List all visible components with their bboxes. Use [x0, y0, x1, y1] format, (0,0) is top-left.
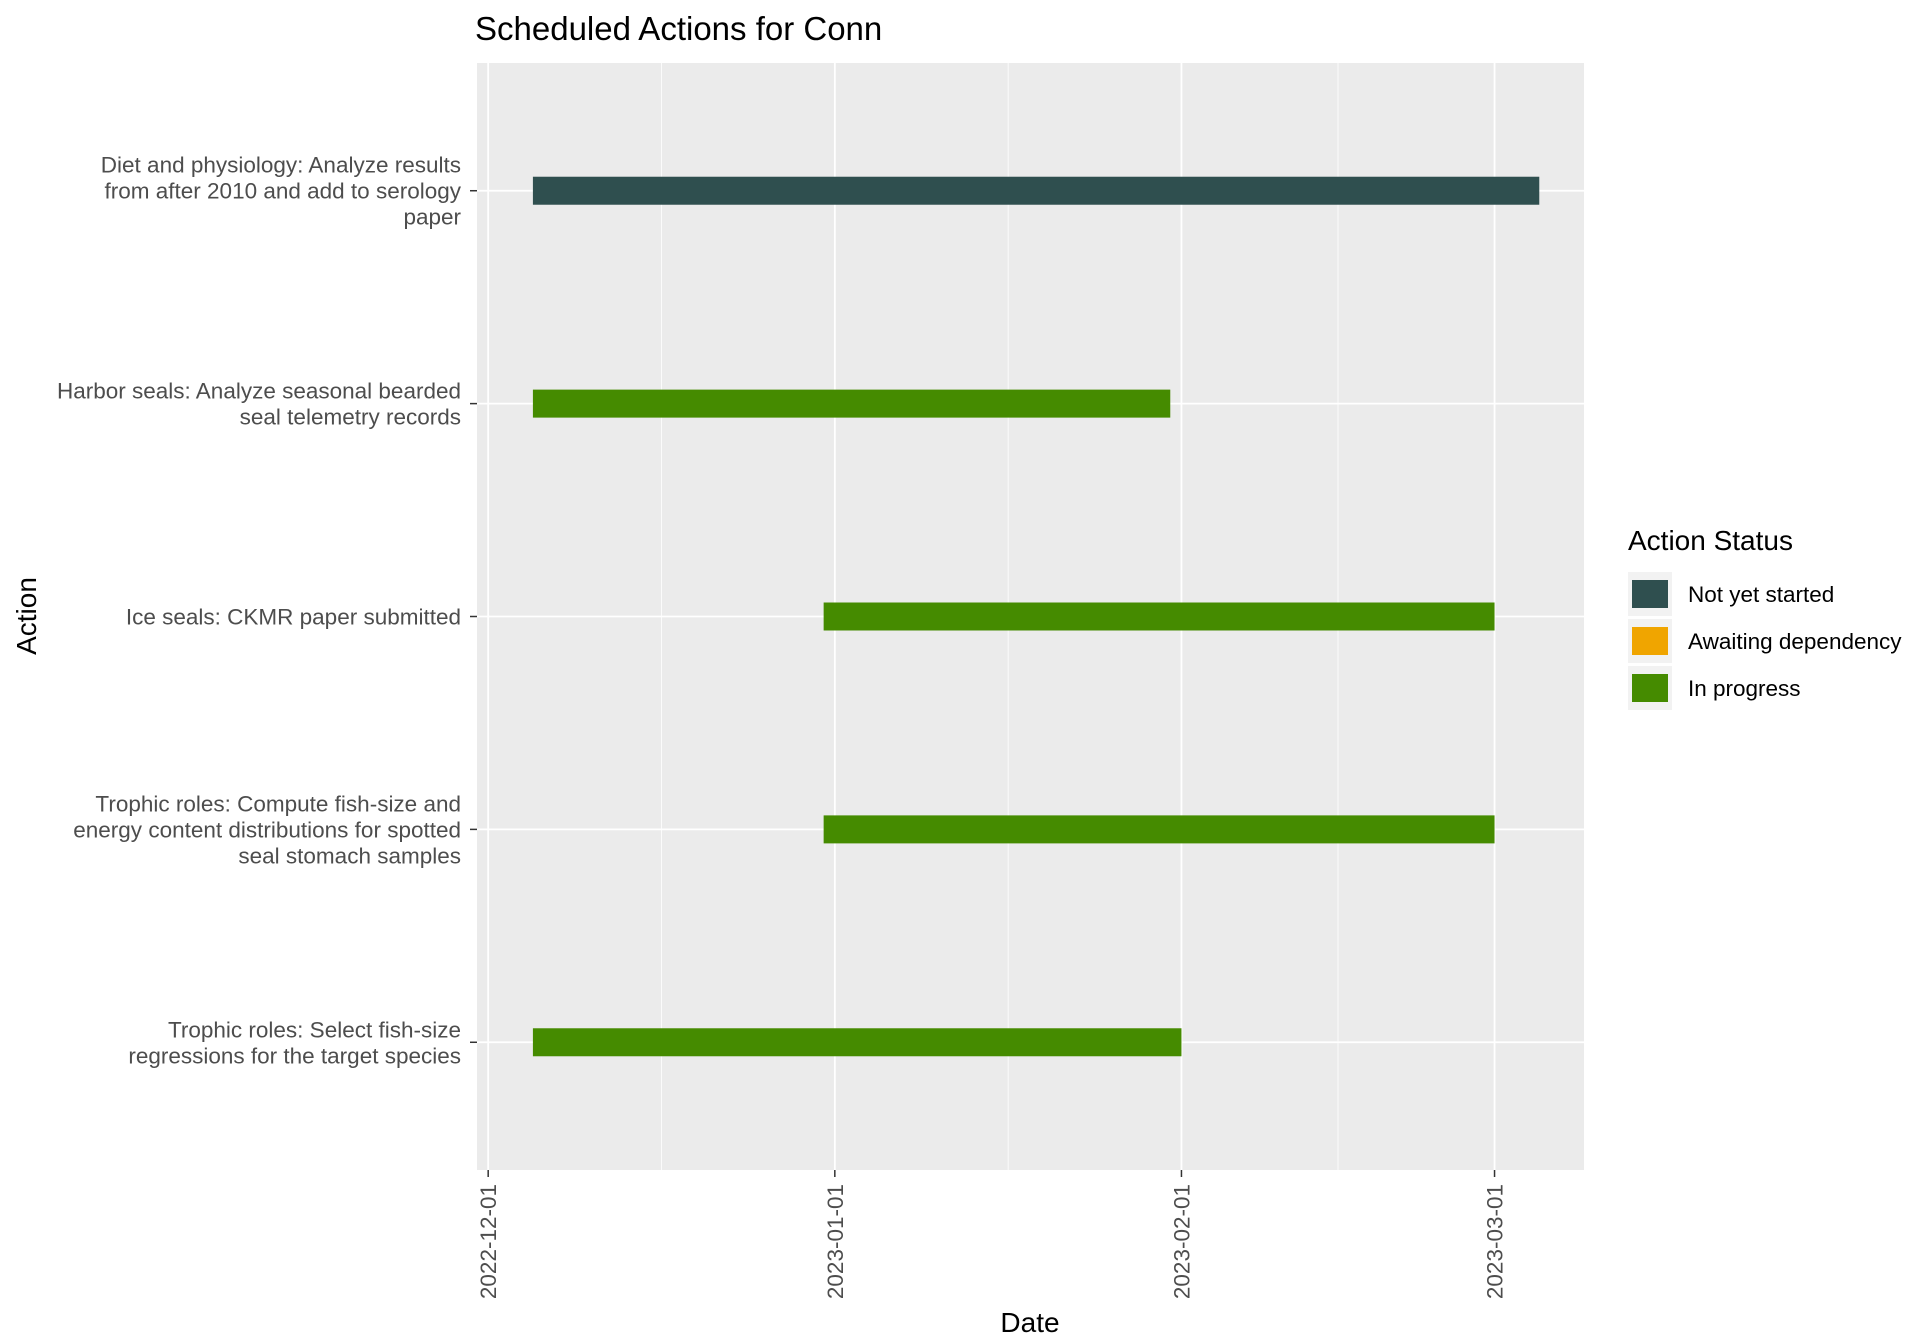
y-axis-title: Action — [11, 577, 42, 655]
x-axis: 2022-12-01 2023-01-01 2023-02-01 2023-03-01 — [476, 1170, 1508, 1299]
legend-label: Not yet started — [1688, 582, 1834, 607]
y-tick-label-line: Trophic roles: Compute fish-size and — [95, 791, 461, 816]
legend-label: Awaiting dependency — [1688, 629, 1902, 654]
y-tick-label-line: Diet and physiology: Analyze results — [101, 153, 461, 178]
y-tick-label-line: Harbor seals: Analyze seasonal bearded — [57, 379, 461, 404]
y-tick-label-line: Ice seals: CKMR paper submitted — [126, 605, 461, 630]
y-tick-label: Harbor seals: Analyze seasonal bearded se… — [57, 379, 461, 430]
legend-swatch — [1632, 674, 1668, 702]
y-tick-label-line: seal telemetry records — [240, 405, 461, 430]
task-bar — [532, 1028, 1182, 1057]
x-tick-label: 2023-02-01 — [1169, 1184, 1194, 1299]
legend-swatch — [1632, 580, 1668, 608]
y-tick-label: Trophic roles: Compute fish-size and ener… — [73, 791, 461, 868]
x-tick-label: 2022-12-01 — [476, 1184, 501, 1299]
y-tick-label-line: seal stomach samples — [238, 843, 461, 868]
y-tick-label-line: Trophic roles: Select fish-size — [168, 1017, 461, 1042]
legend-label: In progress — [1688, 676, 1801, 701]
y-tick-label-line: paper — [403, 205, 461, 230]
legend-title: Action Status — [1628, 525, 1793, 556]
y-tick-label: Trophic roles: Select fish-size regressio… — [128, 1017, 461, 1068]
task-bar — [532, 176, 1540, 205]
task-bar — [823, 815, 1495, 844]
x-tick-label: 2023-01-01 — [823, 1184, 848, 1299]
y-tick-label: Ice seals: CKMR paper submitted — [126, 605, 461, 630]
x-tick-label: 2023-03-01 — [1483, 1184, 1508, 1299]
legend: Action Status Not yet started Awaiting de… — [1628, 525, 1902, 710]
legend-swatch — [1632, 627, 1668, 655]
y-tick-label: Diet and physiology: Analyze results from… — [101, 153, 462, 230]
task-bar — [532, 389, 1171, 418]
x-axis-title: Date — [1000, 1307, 1059, 1338]
y-tick-label-line: regressions for the target species — [128, 1043, 461, 1068]
y-tick-label-line: energy content distributions for spotted — [73, 817, 461, 842]
task-bar — [823, 602, 1495, 631]
bars — [532, 176, 1540, 1057]
y-tick-label-line: from after 2010 and add to serology — [105, 179, 462, 204]
y-axis: Diet and physiology: Analyze results from… — [57, 153, 477, 1068]
chart-title: Scheduled Actions for Conn — [475, 10, 882, 47]
